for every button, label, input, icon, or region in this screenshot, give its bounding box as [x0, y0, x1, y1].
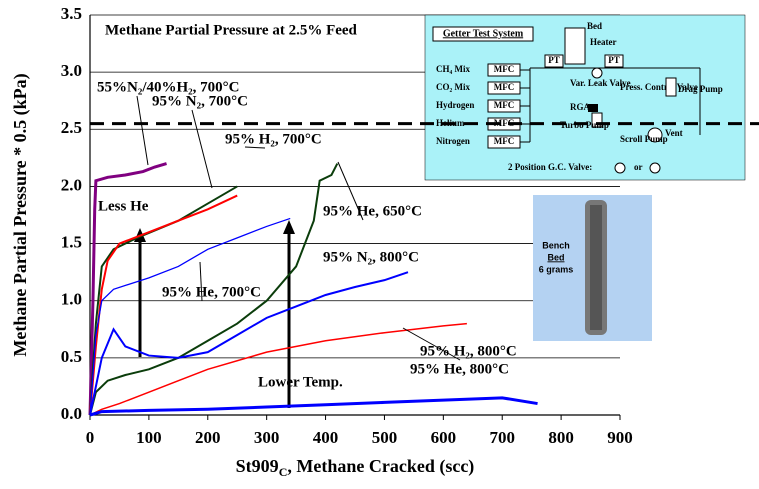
x-label-main: St909 — [236, 456, 279, 476]
data-line — [90, 398, 538, 415]
drag-shape — [666, 78, 676, 96]
gas-label: CH₄ Mix — [436, 64, 470, 74]
mfc-label: MFC — [494, 82, 515, 92]
series-label: 95% N₂, 800°C — [323, 249, 419, 265]
x-tick-label: 100 — [136, 428, 162, 447]
x-tick-label: 500 — [372, 428, 398, 447]
x-label-sub: C — [279, 465, 288, 479]
gc-symbol — [615, 163, 625, 173]
photo-label: Bench — [542, 240, 570, 250]
y-tick-label: 0.5 — [61, 347, 82, 366]
series-label: 95% He, 700°C — [162, 284, 261, 300]
y-tick-label: 1.5 — [61, 232, 82, 251]
x-tick-label: 200 — [195, 428, 221, 447]
reference-label: Methane Partial Pressure at 2.5% Feed — [105, 22, 358, 38]
y-axis-label: Methane Partial Pressure * 0.5 (kPa) — [10, 73, 31, 356]
arrowhead — [283, 220, 295, 234]
bed-photo-core — [590, 205, 602, 330]
heater-label: Heater — [590, 37, 616, 47]
y-tick-label: 0.0 — [61, 404, 82, 423]
photo-label: 6 grams — [539, 264, 574, 274]
series-label: 95% He, 650°C — [323, 203, 422, 219]
valve — [592, 68, 602, 78]
x-axis-label: St909C, Methane Cracked (scc) — [236, 456, 475, 479]
gas-label: Hydrogen — [436, 100, 474, 110]
gc-symbol — [650, 163, 660, 173]
y-tick-label: 3.5 — [61, 4, 82, 23]
x-tick-label: 600 — [431, 428, 457, 447]
series-label: 95% H₂, 700°C — [225, 131, 322, 147]
mfc-label: MFC — [494, 64, 515, 74]
gas-label: CO₂ Mix — [436, 82, 470, 92]
y-tick-label: 1.0 — [61, 290, 82, 309]
schematic-title: Getter Test System — [443, 28, 524, 39]
annotation: Lower Temp. — [258, 374, 343, 390]
x-label-rest: , Methane Cracked (scc) — [287, 456, 474, 477]
mfc-label: MFC — [494, 100, 515, 110]
x-tick-label: 800 — [548, 428, 574, 447]
photo-label: Bed — [547, 252, 564, 262]
series-label: 95% He, 800°C — [410, 361, 509, 377]
y-tick-label: 2.0 — [61, 175, 82, 194]
gas-label: Nitrogen — [436, 136, 470, 146]
x-tick-label: 900 — [607, 428, 633, 447]
scroll-label: Scroll Pump — [620, 134, 668, 144]
series-label: 95% N₂, 700°C — [152, 93, 248, 109]
bed-shape — [565, 28, 585, 64]
x-tick-label: 300 — [254, 428, 280, 447]
mfc-label: MFC — [494, 136, 515, 146]
rga-label: RGA — [570, 102, 591, 112]
chart: Getter Test System Bed Heater PT PT CH₄ … — [0, 0, 759, 489]
x-tick-label: 0 — [86, 428, 95, 447]
pt-label: PT — [608, 55, 620, 65]
bed-label: Bed — [587, 21, 602, 31]
photo-inset: Bench Bed 6 grams — [533, 195, 652, 341]
schematic-inset: Getter Test System Bed Heater PT PT CH₄ … — [425, 15, 745, 180]
pointer — [192, 110, 212, 188]
gc-valve-label: 2 Position G.C. Valve: — [508, 162, 592, 172]
y-tick-label: 2.5 — [61, 118, 82, 137]
pt-label: PT — [548, 55, 560, 65]
x-tick-label: 700 — [489, 428, 515, 447]
vent-label: Vent — [665, 128, 683, 138]
drag-label: Drag Pump — [678, 84, 723, 94]
data-line — [90, 196, 237, 415]
y-tick-label: 3.0 — [61, 61, 82, 80]
pointer — [137, 96, 148, 165]
or-label: or — [634, 162, 643, 172]
annotation: Less He — [98, 198, 149, 214]
x-tick-label: 400 — [313, 428, 339, 447]
